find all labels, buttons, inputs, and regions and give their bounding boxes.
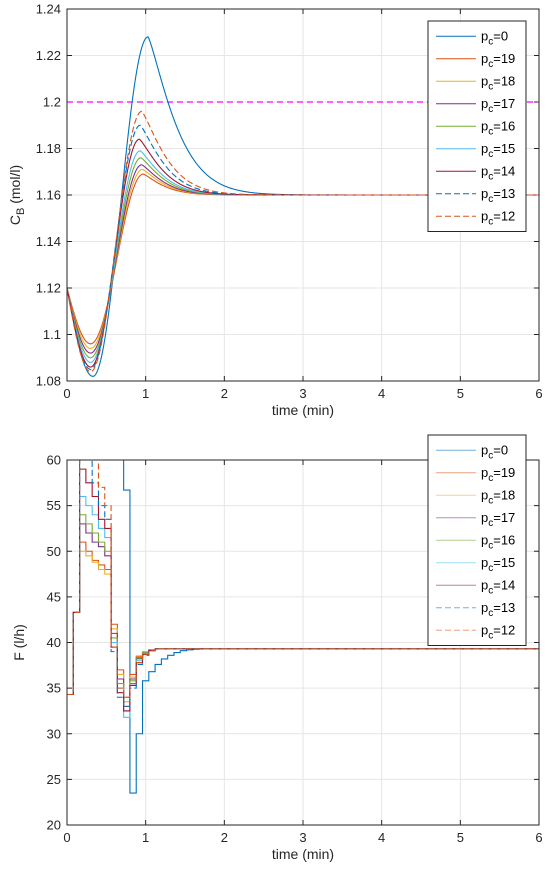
x-tick-label: 3 — [299, 830, 306, 845]
x-tick-label: 5 — [457, 830, 464, 845]
y-tick-label: 30 — [47, 726, 61, 741]
x-tick-label: 2 — [221, 386, 228, 401]
x-tick-label: 4 — [378, 386, 385, 401]
legend-label-1: pc=0 — [481, 442, 508, 461]
x-tick-label: 5 — [457, 386, 464, 401]
y-tick-label: 1.24 — [36, 2, 61, 17]
legend-label-2: pc=19 — [481, 51, 515, 70]
legend-label-5: pc=16 — [481, 118, 515, 137]
y-tick-label: 45 — [47, 589, 61, 604]
x-tick-label: 6 — [535, 386, 542, 401]
legend-label-5: pc=16 — [481, 532, 515, 551]
legend-label-4: pc=17 — [481, 510, 515, 529]
y-tick-label: 55 — [47, 498, 61, 513]
series-step-1 — [67, 460, 539, 794]
legend-label-7: pc=14 — [481, 163, 515, 182]
y-tick-label: 1.14 — [36, 234, 61, 249]
axes-frame — [66, 8, 540, 382]
x-tick-label: 2 — [221, 830, 228, 845]
legend-label-8: pc=13 — [481, 186, 515, 205]
legend-label-7: pc=14 — [481, 577, 515, 596]
legend-label-9: pc=12 — [481, 208, 515, 227]
y-tick-label: 25 — [47, 772, 61, 787]
legend-label-1: pc=0 — [481, 28, 508, 47]
x-tick-label: 1 — [142, 386, 149, 401]
y-tick-label: 40 — [47, 635, 61, 650]
x-tick-label: 6 — [535, 830, 542, 845]
y-tick-label: 1.18 — [36, 141, 61, 156]
concentration-chart: 0 1 2 3 4 5 6 1.08 1.1 1.12 1.14 1.16 1.18 1.2 1.22 1.2… — [7, 2, 543, 419]
legend-label-3: pc=18 — [481, 73, 515, 92]
x-tick-label: 1 — [142, 830, 149, 845]
y-axis-label: F (l/h) — [11, 624, 27, 661]
y-tick-label: 60 — [47, 453, 61, 468]
legend-label-2: pc=19 — [481, 465, 515, 484]
axes-frame — [66, 459, 540, 826]
series-step-9 — [67, 460, 539, 698]
y-tick-label: 1.1 — [43, 327, 61, 342]
x-tick-label: 3 — [299, 386, 306, 401]
y-tick-label: 1.22 — [36, 48, 61, 63]
x-tick-label: 0 — [63, 830, 70, 845]
y-tick-label: 20 — [47, 818, 61, 833]
y-axis-label: CB (mol/l) — [7, 165, 27, 225]
y-tick-label: 1.2 — [43, 95, 61, 110]
series-step-8 — [67, 460, 539, 707]
x-tick-label: 4 — [378, 830, 385, 845]
legend-label-9: pc=12 — [481, 622, 515, 641]
x-axis-label: time (min) — [272, 846, 334, 862]
y-tick-label: 35 — [47, 681, 61, 696]
legend-label-3: pc=18 — [481, 487, 515, 506]
y-tick-label: 1.16 — [36, 188, 61, 203]
y-tick-label: 1.12 — [36, 281, 61, 296]
x-axis-label: time (min) — [272, 402, 334, 418]
legend-label-4: pc=17 — [481, 96, 515, 115]
x-tick-label: 0 — [63, 386, 70, 401]
y-tick-label: 50 — [47, 544, 61, 559]
legend-label-6: pc=15 — [481, 555, 515, 574]
y-tick-label: 1.08 — [36, 374, 61, 389]
legend-label-6: pc=15 — [481, 141, 515, 160]
legend-label-8: pc=13 — [481, 600, 515, 619]
